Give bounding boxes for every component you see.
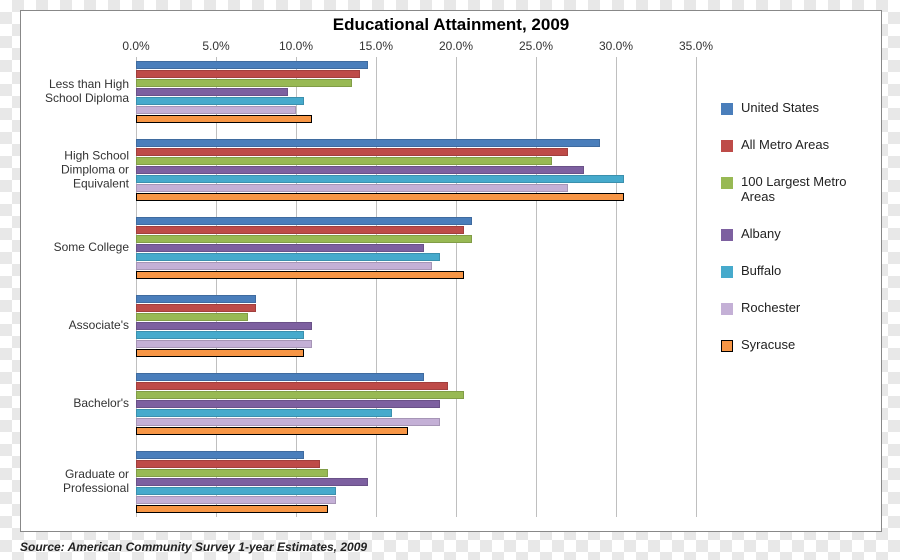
bar — [136, 469, 328, 477]
gridline — [456, 57, 457, 517]
bar — [136, 157, 552, 165]
bar — [136, 373, 424, 381]
x-tick-label: 15.0% — [359, 39, 393, 53]
bar — [136, 295, 256, 303]
category-label: Some College — [24, 241, 129, 255]
gridline — [616, 57, 617, 517]
bar — [136, 106, 296, 114]
x-tick-label: 35.0% — [679, 39, 713, 53]
bar — [136, 244, 424, 252]
legend-label: Buffalo — [741, 264, 781, 279]
bar — [136, 166, 584, 174]
bar — [136, 505, 328, 513]
legend-label: Syracuse — [741, 338, 795, 353]
gridline — [296, 57, 297, 517]
bar — [136, 304, 256, 312]
legend-item: Buffalo — [721, 264, 876, 279]
gridline — [136, 57, 137, 517]
bar — [136, 70, 360, 78]
legend-label: Albany — [741, 227, 781, 242]
x-tick-label: 10.0% — [279, 39, 313, 53]
legend-swatch — [721, 340, 733, 352]
bar — [136, 496, 336, 504]
bar — [136, 271, 464, 279]
chart-title: Educational Attainment, 2009 — [21, 15, 881, 35]
bar — [136, 235, 472, 243]
bar — [136, 427, 408, 435]
bar — [136, 79, 352, 87]
bar — [136, 418, 440, 426]
source-note: Source: American Community Survey 1-year… — [20, 540, 367, 554]
bar — [136, 382, 448, 390]
plot-area: 0.0%5.0%10.0%15.0%20.0%25.0%30.0%35.0%Le… — [136, 57, 696, 517]
bar — [136, 61, 368, 69]
x-tick-label: 5.0% — [202, 39, 229, 53]
gridline — [216, 57, 217, 517]
category-label: Graduate or Professional — [24, 468, 129, 496]
bar — [136, 331, 304, 339]
bar — [136, 322, 312, 330]
bar — [136, 409, 392, 417]
legend-label: All Metro Areas — [741, 138, 829, 153]
bar — [136, 313, 248, 321]
legend-swatch — [721, 177, 733, 189]
x-tick-label: 0.0% — [122, 39, 149, 53]
gridline — [376, 57, 377, 517]
x-tick-label: 30.0% — [599, 39, 633, 53]
legend: United States All Metro Areas 100 Largest … — [721, 101, 876, 375]
bar — [136, 400, 440, 408]
legend-label: 100 Largest Metro Areas — [741, 175, 876, 205]
bar — [136, 148, 568, 156]
legend-swatch — [721, 229, 733, 241]
legend-swatch — [721, 303, 733, 315]
legend-item: Syracuse — [721, 338, 876, 353]
bar — [136, 226, 464, 234]
legend-label: United States — [741, 101, 819, 116]
x-tick-label: 25.0% — [519, 39, 553, 53]
bar — [136, 88, 288, 96]
legend-swatch — [721, 140, 733, 152]
bar — [136, 262, 432, 270]
legend-item: Rochester — [721, 301, 876, 316]
category-label: High School Dimploma or Equivalent — [24, 149, 129, 190]
legend-label: Rochester — [741, 301, 800, 316]
page-root: Educational Attainment, 2009 0.0%5.0%10.… — [0, 0, 900, 560]
bar — [136, 193, 624, 201]
bar — [136, 487, 336, 495]
gridline — [536, 57, 537, 517]
bar — [136, 253, 440, 261]
gridline — [696, 57, 697, 517]
bar — [136, 97, 304, 105]
bar — [136, 217, 472, 225]
legend-item: All Metro Areas — [721, 138, 876, 153]
bar — [136, 340, 312, 348]
bar — [136, 478, 368, 486]
bar — [136, 115, 312, 123]
bar — [136, 175, 624, 183]
bar — [136, 460, 320, 468]
x-tick-label: 20.0% — [439, 39, 473, 53]
category-label: Bachelor's — [24, 397, 129, 411]
legend-swatch — [721, 103, 733, 115]
legend-item: 100 Largest Metro Areas — [721, 175, 876, 205]
bar — [136, 391, 464, 399]
category-label: Associate's — [24, 319, 129, 333]
legend-item: United States — [721, 101, 876, 116]
bar — [136, 184, 568, 192]
bar — [136, 349, 304, 357]
chart-container: Educational Attainment, 2009 0.0%5.0%10.… — [20, 10, 882, 532]
legend-swatch — [721, 266, 733, 278]
bar — [136, 139, 600, 147]
category-label: Less than High School Diploma — [24, 78, 129, 106]
legend-item: Albany — [721, 227, 876, 242]
bar — [136, 451, 304, 459]
